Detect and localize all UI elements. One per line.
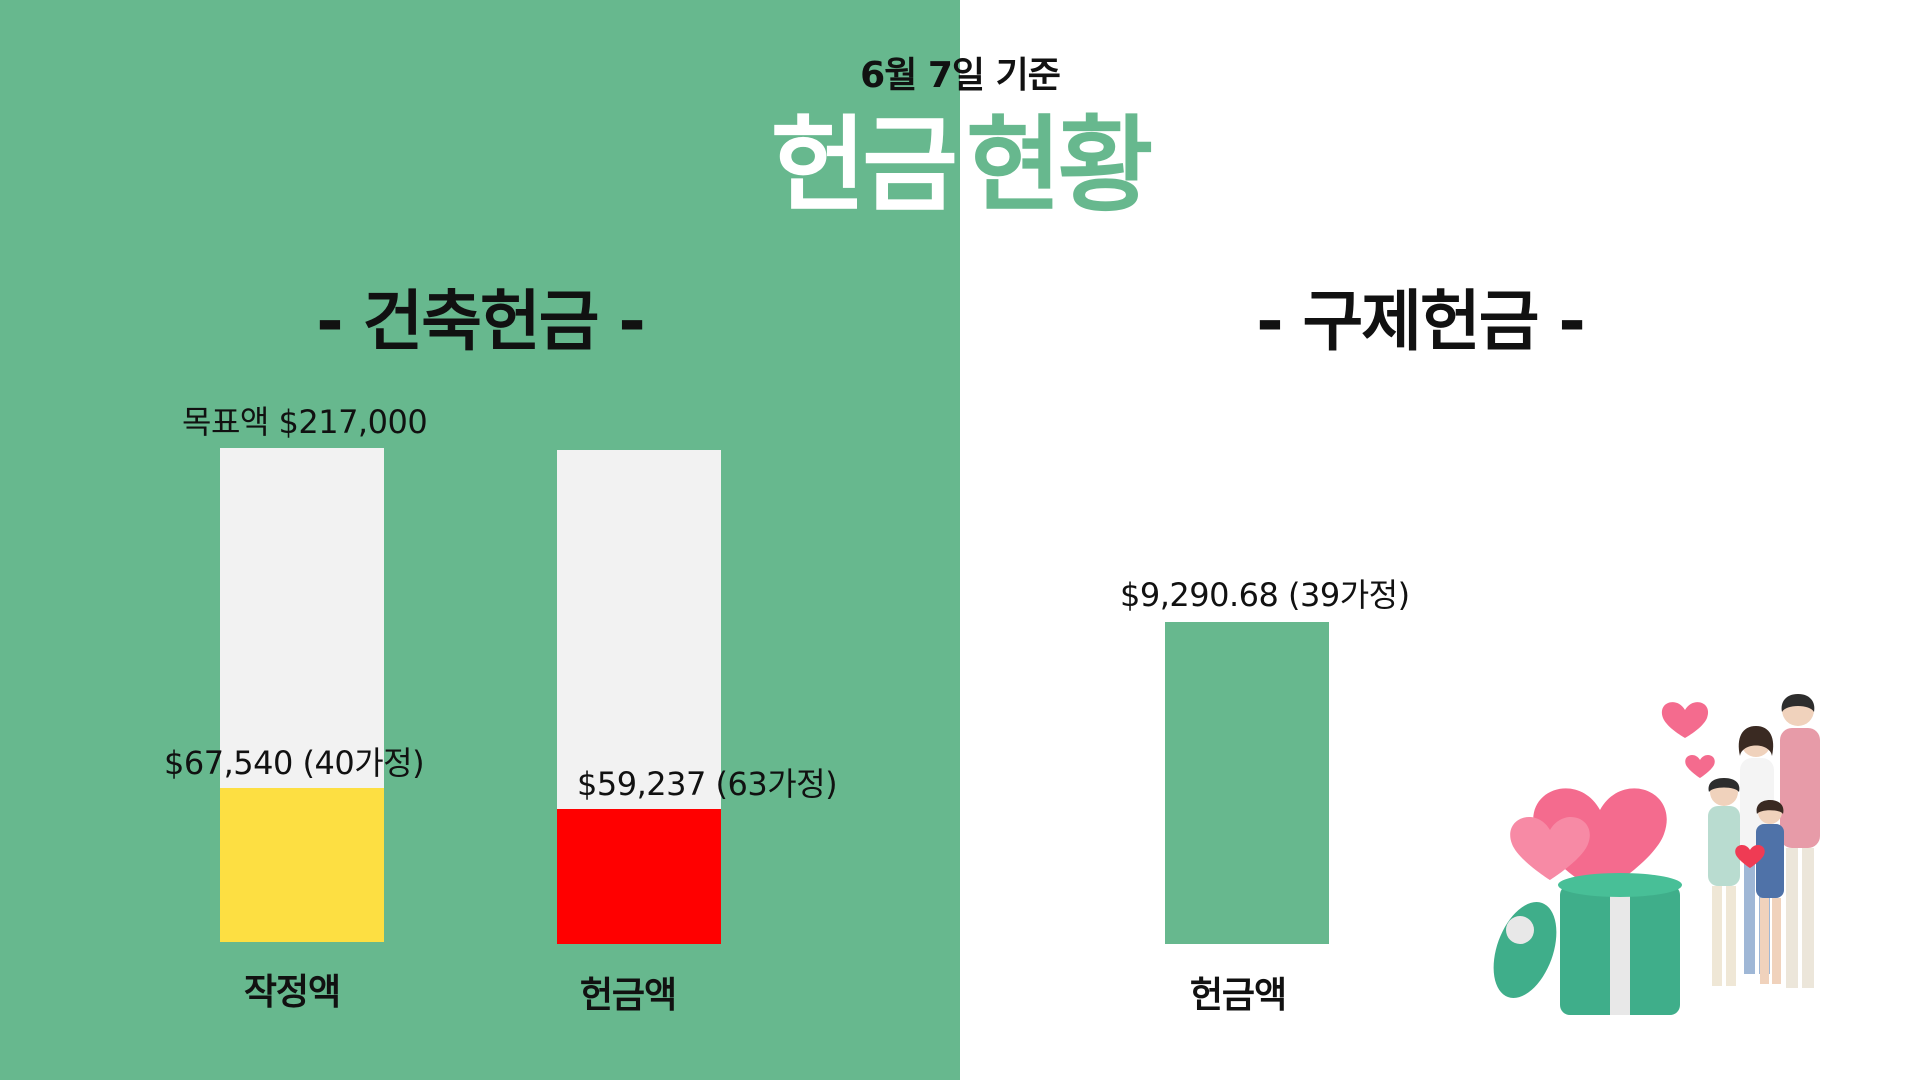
heart-icon <box>1510 817 1590 880</box>
section-title-relief: - 구제헌금 - <box>1256 283 1586 360</box>
category-label-offering: 헌금액 <box>579 975 677 1016</box>
family-icon <box>1708 694 1820 988</box>
heart-icon <box>1661 702 1709 738</box>
as-of-date: 6월 7일 기준 <box>860 55 1061 96</box>
category-label-relief: 헌금액 <box>1189 975 1287 1016</box>
left-panel <box>0 0 960 1080</box>
data-label-relief: $9,290.68 (39가정) <box>1120 576 1410 614</box>
target-label: 목표액 $217,000 <box>182 403 428 441</box>
page-title-right: 현황 <box>966 104 1153 226</box>
section-title-building: - 건축헌금 - <box>316 283 646 360</box>
data-label-pledge: $67,540 (40가정) <box>164 744 425 783</box>
data-label-offering: $59,237 (63가정) <box>577 765 838 804</box>
family-gift-hearts-illustration <box>1493 694 1820 1015</box>
heart-icon <box>1685 754 1715 778</box>
bar-relief <box>1165 622 1329 944</box>
category-label-pledge: 작정액 <box>243 972 341 1013</box>
page-title-left: 헌금 <box>770 104 958 226</box>
bar-pledge <box>220 788 384 942</box>
bar-offering <box>557 809 721 944</box>
gift-box-icon <box>1493 873 1682 1015</box>
